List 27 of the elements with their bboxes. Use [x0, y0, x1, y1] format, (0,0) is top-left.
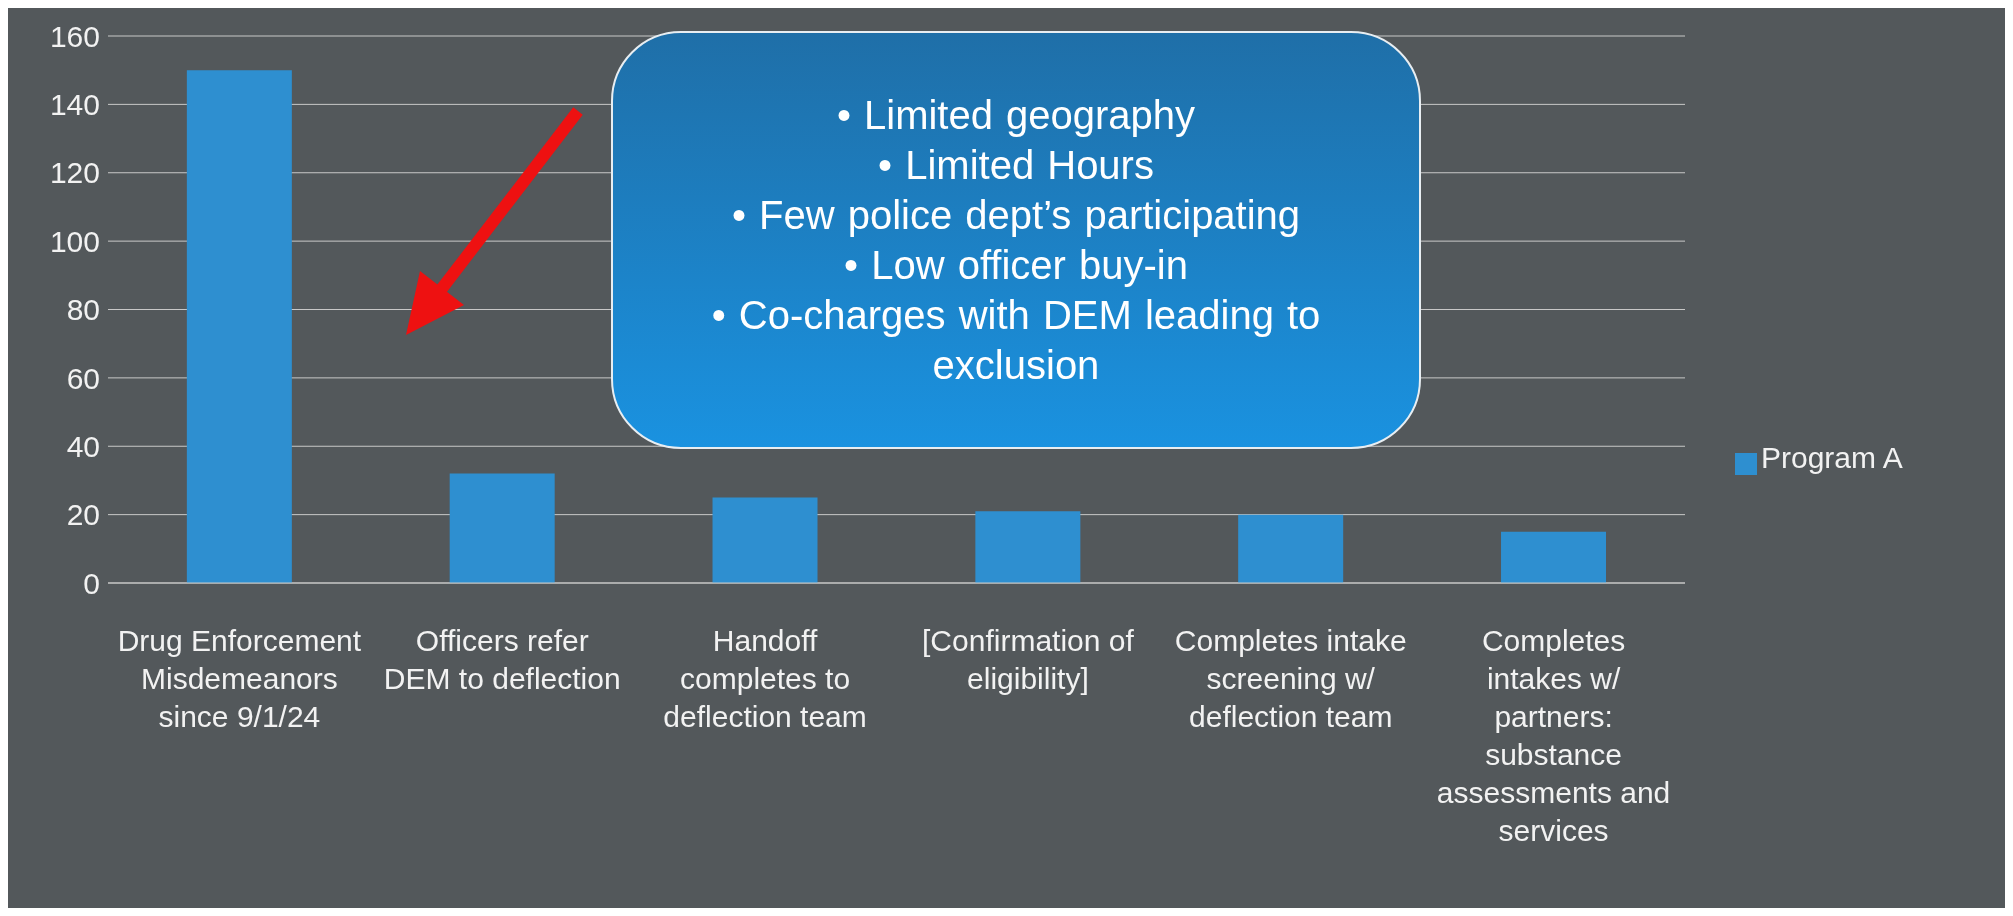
x-tick-label: [Confirmation of eligibility] — [922, 624, 1135, 695]
bar — [186, 70, 292, 583]
y-tick-label: 40 — [66, 429, 100, 463]
bar — [712, 497, 818, 583]
y-tick-label: 60 — [66, 361, 100, 395]
x-tick-label: Drug Enforcement Misdemeanors since 9/1/24 — [117, 624, 362, 733]
annotation: • Limited geography — [836, 92, 1196, 139]
y-tick-label: 120 — [49, 156, 100, 190]
annotation: • Low officer buy-in — [844, 242, 1188, 289]
bar — [1501, 531, 1607, 583]
bar — [975, 511, 1081, 583]
annotation: • Co-charges with DEM leading to exclusion — [710, 292, 1322, 389]
y-tick-label: 80 — [66, 293, 100, 327]
bar — [449, 473, 555, 583]
x-tick-label: Officers refer DEM to deflection — [383, 624, 621, 695]
y-tick-label: 140 — [49, 88, 100, 122]
x-tick-label: Completes intakes w/ partners: substance assessments and services — [1436, 624, 1671, 847]
y-tick-label: 0 — [83, 566, 100, 600]
annotation: • Limited Hours — [878, 142, 1154, 189]
y-tick-label: 160 — [49, 19, 100, 53]
annotation: • Few police dept’s participating — [731, 192, 1301, 239]
legend-label: Program A — [1761, 441, 1903, 474]
bar — [1238, 514, 1344, 583]
x-tick-label: Completes intake screening w/ deflection team — [1174, 624, 1407, 733]
x-tick-label: Handoff completes to deflection team — [663, 624, 867, 733]
y-tick-label: 100 — [49, 224, 100, 258]
y-tick-label: 20 — [66, 498, 100, 532]
